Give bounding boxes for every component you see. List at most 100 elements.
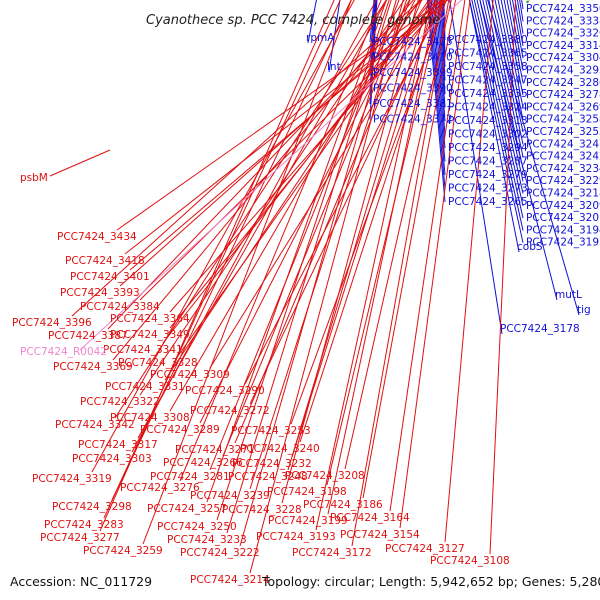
gene-label-rev-7: PCC7424_3387 bbox=[48, 330, 128, 342]
connector-fwd-mid-11 bbox=[427, 0, 446, 189]
gene-label-rev-2: PCC7424_3401 bbox=[70, 271, 150, 283]
connector-psbm bbox=[49, 149, 111, 177]
gene-label-rev-37: PCC7424_3228 bbox=[222, 504, 302, 516]
gene-label-fwd-right-18: PCC7424_3194 bbox=[526, 224, 600, 236]
connector-fwd-right-9 bbox=[497, 0, 524, 120]
gene-label-rev-41: PCC7424_3164 bbox=[330, 512, 410, 524]
connector-rev-16 bbox=[249, 0, 443, 405]
gene-label-rev-50: PCC7424_3108 bbox=[430, 555, 510, 567]
gene-label-rev-35: PCC7424_3186 bbox=[303, 499, 383, 511]
gene-label-rev-16: PCC7424_3272 bbox=[190, 405, 270, 417]
gene-label-rev-27: PCC7424_3319 bbox=[32, 473, 112, 485]
connector-fwd-right-16 bbox=[476, 0, 524, 206]
gene-label-rev-26: PCC7424_3232 bbox=[232, 458, 312, 470]
gene-label-rev-9: PCC7424_3341 bbox=[103, 344, 183, 356]
connector-fwd-named-4 bbox=[487, 0, 580, 316]
gene-label-fwd-right-9: PCC7424_3258 bbox=[526, 114, 600, 126]
gene-label-rev-40: PCC7424_3199 bbox=[268, 515, 348, 527]
connector-rev-9 bbox=[162, 0, 433, 344]
connector-fwd-mid-8 bbox=[432, 0, 446, 149]
gene-label-fwd-left-0: PCC7424_3425 bbox=[373, 36, 453, 48]
connector-rev-42 bbox=[99, 0, 335, 532]
map-title: Cyanothece sp. PCC 7424, complete genome bbox=[146, 13, 440, 28]
gene-label-rev-45: PCC7424_3154 bbox=[340, 529, 420, 541]
gene-label-fwd-named-5: PCC7424_3178 bbox=[500, 323, 580, 335]
connector-rev-24 bbox=[131, 0, 377, 453]
connector-rev-0 bbox=[116, 0, 445, 231]
connector-fwd-right-11 bbox=[491, 0, 524, 145]
connector-rev-48 bbox=[351, 0, 450, 547]
connector-rev-10 bbox=[112, 0, 414, 361]
gene-label-fwd-right-19: PCC7424_3191 bbox=[526, 237, 600, 249]
connector-rev-44 bbox=[315, 0, 432, 531]
connector-rev-17 bbox=[169, 0, 411, 412]
gene-tracks: 3900 kbp3850 kbp3800 kbp3750 kbp3700 kbp… bbox=[524, 0, 536, 13]
gene-label-fwd-right-3: PCC7424_3314 bbox=[526, 40, 600, 52]
connector-rev-21 bbox=[137, 0, 388, 439]
gene-label-rev-1: PCC7424_3418 bbox=[65, 255, 145, 267]
gene-label-fwd-left-4: PCC7424_3381 bbox=[373, 98, 453, 110]
connector-fwd-right-18 bbox=[471, 0, 524, 231]
connector-rev-45 bbox=[399, 0, 471, 529]
gene-label-fwd-right-7: PCC7424_3278 bbox=[526, 89, 600, 101]
gene-label-rev-31: PCC7424_3276 bbox=[120, 482, 200, 494]
gene-label-fwd-mid-7: PCC7424_3302 bbox=[448, 129, 528, 141]
connector-rev-1 bbox=[124, 0, 449, 255]
gene-label-rev-6: PCC7424_3364 bbox=[110, 313, 190, 325]
connector-rev-43 bbox=[226, 0, 392, 534]
connector-rev-7 bbox=[107, 0, 423, 330]
gene-label-fwd-mid-4: PCC7424_3335 bbox=[448, 88, 528, 100]
gene-label-rev-33: PCC7424_3298 bbox=[52, 501, 132, 513]
gene-label-rna: PCC7424_R0042 bbox=[20, 346, 107, 358]
gene-label-rev-15: PCC7424_3322 bbox=[80, 396, 160, 408]
gene-label-fwd-mid-1: PCC7424_3365 bbox=[448, 48, 528, 60]
gene-label-fwd-mid-10: PCC7424_3279 bbox=[448, 169, 528, 181]
connector-fwd-right-17 bbox=[473, 0, 524, 219]
gene-label-fwd-right-12: PCC7424_3242 bbox=[526, 151, 600, 163]
connector-rev-40 bbox=[327, 0, 438, 515]
connector-fwd-mid-7 bbox=[433, 0, 446, 135]
gene-label-fwd-right-6: PCC7424_3286 bbox=[526, 77, 600, 89]
gene-label-fwd-mid-5: PCC7424_3324 bbox=[448, 102, 528, 114]
connector-rev-15 bbox=[139, 0, 405, 396]
gene-label-rev-43: PCC7424_3233 bbox=[167, 534, 247, 546]
gene-label-rev-51: PCC7424_3214 bbox=[190, 574, 270, 586]
connector-rev-39 bbox=[216, 0, 390, 521]
connector-rev-49 bbox=[444, 0, 494, 543]
connector-fwd-named-3 bbox=[479, 0, 558, 301]
gene-label-rev-48: PCC7424_3172 bbox=[292, 547, 372, 559]
gene-label-fwd-right-14: PCC7424_3229 bbox=[526, 175, 600, 187]
gene-label-rev-38: PCC7424_3283 bbox=[44, 519, 124, 531]
gene-label-rev-4: PCC7424_3384 bbox=[80, 301, 160, 313]
connector-fwd-right-10 bbox=[494, 0, 524, 133]
gene-label-rev-22: PCC7424_3271 bbox=[175, 444, 255, 456]
topology-text: Topology: circular; Length: 5,942,652 bp… bbox=[261, 574, 600, 589]
connector-rev-32 bbox=[326, 0, 443, 486]
gene-label-rev-5: PCC7424_3396 bbox=[12, 317, 92, 329]
gene-label-rev-47: PCC7424_3222 bbox=[180, 547, 260, 559]
connector-rev-29 bbox=[287, 0, 430, 471]
gene-label-rev-44: PCC7424_3193 bbox=[256, 531, 336, 543]
gene-label-fwd-named-2: cobS bbox=[517, 241, 543, 253]
gene-label-fwd-right-2: PCC7424_3326 bbox=[526, 28, 600, 40]
connector-fwd-right-12 bbox=[488, 0, 524, 157]
gene-label-rev-34: PCC7424_3239 bbox=[190, 490, 270, 502]
gene-label-fwd-left-3: PCC7424_3390 bbox=[373, 83, 453, 95]
cog-block-fwd-1 bbox=[528, 0, 531, 1]
gene-label-rev-12: PCC7424_3309 bbox=[150, 369, 230, 381]
gene-label-fwd-mid-2: PCC7424_3358 bbox=[448, 61, 528, 73]
connector-fwd-right-19 bbox=[469, 0, 524, 243]
gene-label-fwd-right-1: PCC7424_3338 bbox=[526, 15, 600, 27]
gene-label-rev-30: PCC7424_3208 bbox=[285, 470, 365, 482]
connector-rev-36 bbox=[206, 0, 387, 503]
connector-rev-14 bbox=[244, 0, 446, 385]
connector-rev-8 bbox=[169, 0, 437, 329]
connector-rev-38 bbox=[103, 0, 341, 519]
gene-label-rev-23: PCC7424_3240 bbox=[240, 443, 320, 455]
gene-label-rev-25: PCC7424_3266 bbox=[163, 457, 243, 469]
gene-label-rev-14: PCC7424_3290 bbox=[185, 385, 265, 397]
connector-fwd-mid-12 bbox=[426, 0, 446, 203]
connector-rev-30 bbox=[344, 0, 452, 470]
